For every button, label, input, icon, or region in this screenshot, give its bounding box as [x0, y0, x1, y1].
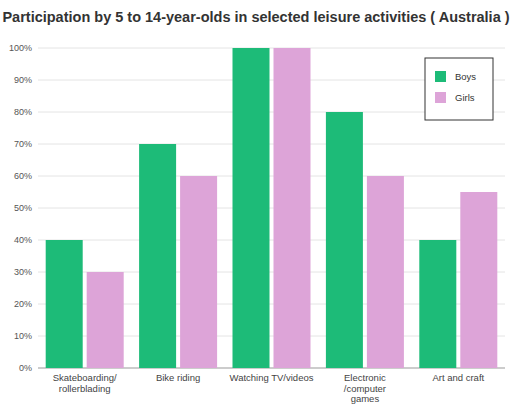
chart-svg: Participation by 5 to 14-year-olds in se…: [0, 0, 512, 410]
x-tick-label: Bike riding: [156, 372, 200, 383]
legend: Boys Girls: [425, 58, 493, 120]
grid-line: [38, 144, 505, 145]
legend-label: Boys: [455, 71, 476, 82]
legend-swatch: [435, 92, 446, 103]
legend-swatch: [435, 71, 446, 82]
bar: [274, 48, 311, 368]
x-tick-label: Electronic/computergames: [344, 372, 386, 404]
y-tick-label: 10%: [14, 331, 32, 341]
x-tick-label: Watching TV/videos: [230, 372, 314, 383]
bar: [419, 240, 456, 368]
y-tick-label: 70%: [14, 139, 32, 149]
bar: [139, 144, 176, 368]
bar: [180, 176, 217, 368]
grid: [38, 48, 505, 368]
grid-line: [38, 208, 505, 209]
bar: [233, 48, 270, 368]
bar: [46, 240, 83, 368]
y-tick-label: 80%: [14, 107, 32, 117]
grid-line: [38, 48, 505, 49]
y-tick-label: 100%: [9, 43, 32, 53]
legend-box: [425, 58, 493, 120]
bar: [460, 192, 497, 368]
y-tick-label: 0%: [19, 363, 32, 373]
y-tick-label: 20%: [14, 299, 32, 309]
y-tick-label: 90%: [14, 75, 32, 85]
y-tick-label: 50%: [14, 203, 32, 213]
chart-container: Participation by 5 to 14-year-olds in se…: [0, 0, 512, 410]
bars: [46, 48, 498, 368]
grid-line: [38, 176, 505, 177]
y-tick-label: 30%: [14, 267, 32, 277]
bar: [367, 176, 404, 368]
bar: [326, 112, 363, 368]
y-tick-label: 40%: [14, 235, 32, 245]
y-tick-label: 60%: [14, 171, 32, 181]
x-tick-label: Skateboarding/rollerblading: [53, 372, 117, 394]
x-tick-label: Art and craft: [432, 372, 484, 383]
chart-title: Participation by 5 to 14-year-olds in se…: [2, 9, 509, 25]
bar: [87, 272, 124, 368]
legend-label: Girls: [455, 92, 475, 103]
